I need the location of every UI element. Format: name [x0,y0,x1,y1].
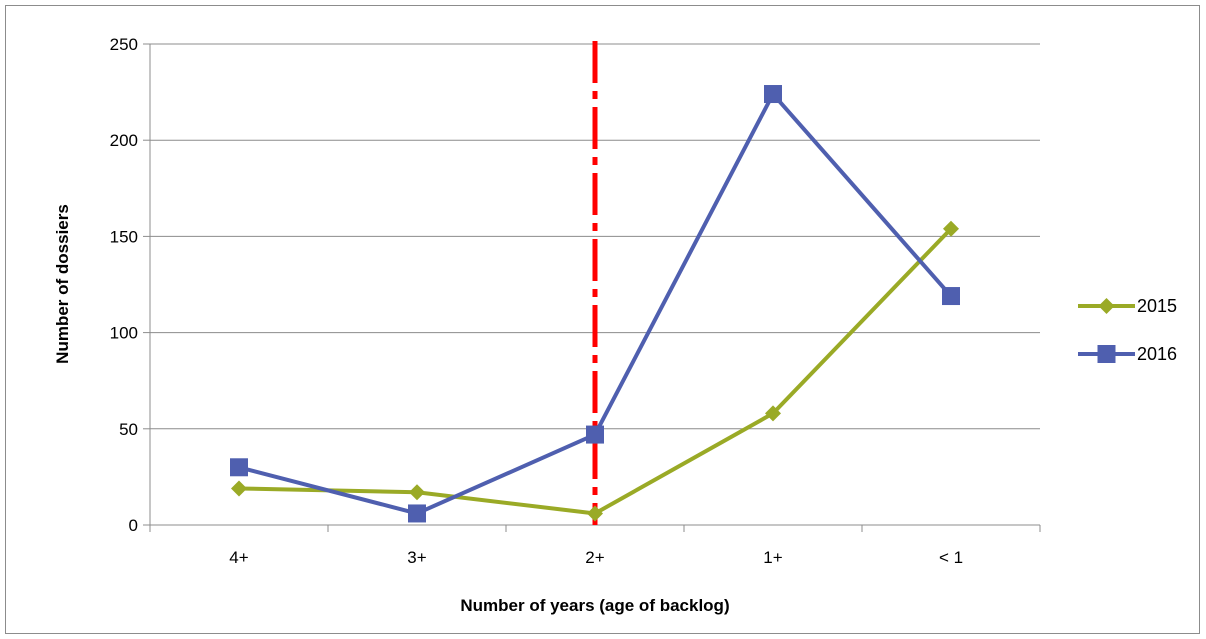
data-point-2016 [230,458,248,477]
x-axis-title: Number of years (age of backlog) [460,596,729,615]
y-tick-label: 100 [110,324,138,343]
series-2015 [231,220,959,522]
series-layer [230,85,960,523]
data-point-2016 [764,85,782,104]
x-tick-label: 1+ [763,548,782,567]
legend-marker [1098,298,1115,314]
y-tick-label: 50 [119,420,138,439]
y-tick-label: 250 [110,35,138,54]
legend-label: 2015 [1137,296,1177,316]
legend-label: 2016 [1137,344,1177,364]
series-2016 [230,85,960,523]
x-tick-label: < 1 [939,548,963,567]
data-point-2015 [409,484,425,501]
legend: 2015 2016 [1078,296,1177,364]
x-tick-label: 2+ [585,548,604,567]
data-point-2015 [765,405,781,422]
y-tick-label: 150 [110,227,138,246]
data-point-2016 [408,504,426,523]
chart-frame [5,5,1200,634]
data-point-2015 [587,505,603,522]
legend-marker [1097,345,1116,363]
x-tick-labels: 4+ 3+ 2+ 1+ < 1 [229,548,963,567]
data-point-2015 [231,480,247,497]
y-tick-label: 0 [129,516,138,535]
y-tick-labels: 0 50 100 150 200 250 [110,35,138,535]
data-point-2016 [942,287,960,306]
x-tick-label: 4+ [229,548,248,567]
y-axis-title: Number of dossiers [53,204,72,364]
axes [143,43,1041,532]
data-point-2016 [586,425,604,444]
data-point-2015 [943,220,959,237]
y-tick-label: 200 [110,131,138,150]
legend-item-2015: 2015 [1078,296,1177,316]
x-tick-label: 3+ [407,548,426,567]
legend-item-2016: 2016 [1078,344,1177,364]
